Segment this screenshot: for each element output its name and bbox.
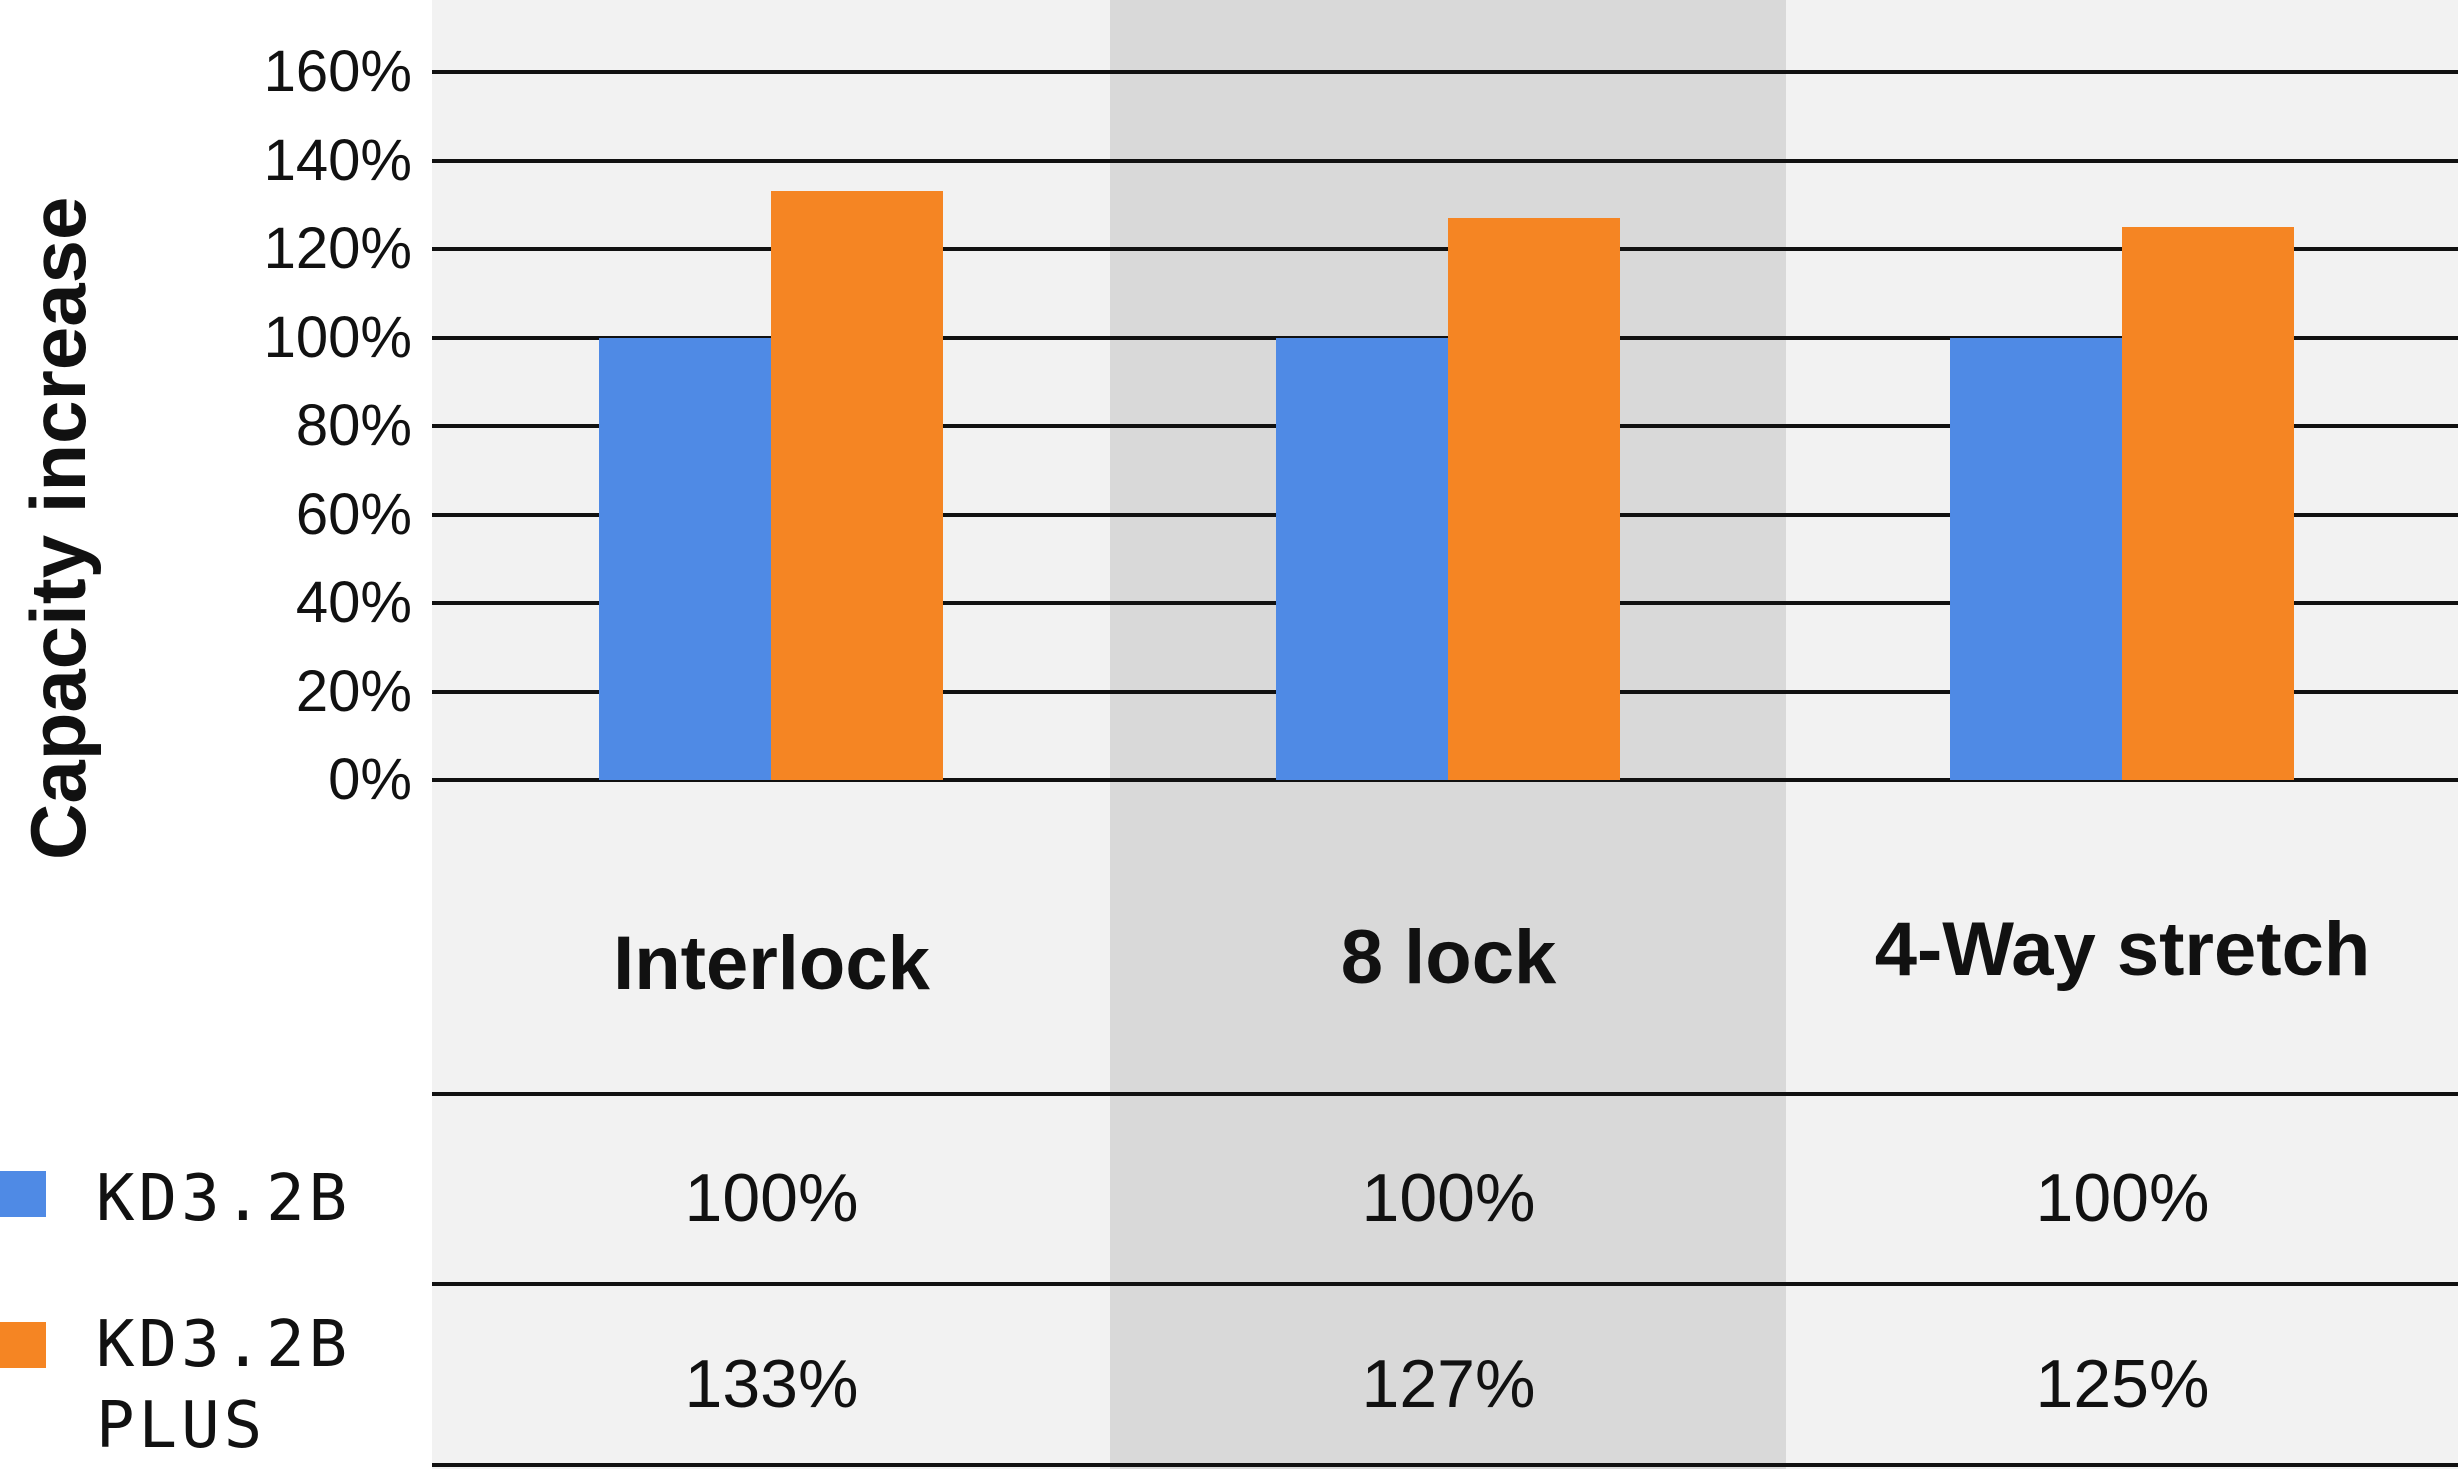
gridline (432, 158, 2458, 163)
table-row-divider (432, 1282, 2458, 1286)
legend-label-kd32b-plus-line1: KD3.2B (96, 1308, 352, 1382)
y-tick-label: 100% (263, 304, 412, 370)
bar-kd32b (599, 337, 771, 780)
bar-kd32b (1950, 337, 2122, 780)
table-cell: 127% (1361, 1346, 1536, 1422)
y-tick-label: 60% (295, 481, 412, 547)
legend-swatch-kd32b (0, 1171, 46, 1217)
category-label: Interlock (613, 921, 930, 1006)
legend-swatch-kd32b-plus (0, 1322, 46, 1368)
legend-label-kd32b: KD3.2B (96, 1162, 352, 1236)
bar-kd32b-plus (1448, 218, 1620, 780)
table-top-border (432, 1092, 2458, 1096)
y-tick-label: 20% (295, 658, 412, 724)
bar-kd32b-plus (771, 191, 943, 780)
table-cell: 100% (2035, 1160, 2210, 1236)
gridline (432, 70, 2458, 74)
table-cell: 100% (1361, 1160, 1536, 1236)
category-label: 4-Way stretch (1874, 907, 2371, 992)
y-tick-label: 0% (328, 747, 412, 812)
gridline (432, 778, 2458, 782)
gridline (432, 247, 2458, 251)
bar-kd32b-plus (2122, 226, 2294, 780)
y-tick-label: 140% (263, 127, 412, 193)
y-tick-label: 80% (295, 393, 412, 458)
table-bottom-border (432, 1463, 2458, 1467)
legend-label-kd32b-plus-line2: PLUS (96, 1389, 267, 1463)
table-cell: 133% (684, 1346, 859, 1422)
y-tick-label: 40% (295, 570, 412, 635)
category-label: 8 lock (1340, 915, 1557, 1000)
table-cell: 125% (2035, 1346, 2210, 1422)
y-tick-label: 120% (263, 216, 412, 281)
table-cell: 100% (684, 1160, 859, 1236)
bar-kd32b (1276, 337, 1448, 780)
y-tick-label: 160% (263, 39, 412, 104)
